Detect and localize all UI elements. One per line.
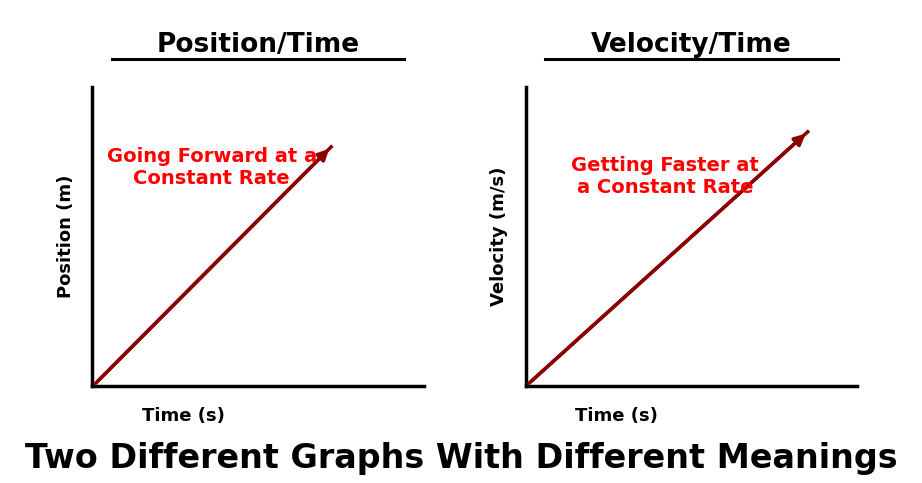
Text: Position (m): Position (m) (56, 175, 75, 298)
Text: Going Forward at a
Constant Rate: Going Forward at a Constant Rate (107, 147, 317, 188)
Text: Two Different Graphs With Different Meanings: Two Different Graphs With Different Mean… (25, 442, 897, 475)
Text: Velocity/Time: Velocity/Time (591, 32, 792, 58)
Text: Time (s): Time (s) (142, 407, 225, 426)
Text: Time (s): Time (s) (575, 407, 658, 426)
Text: Position/Time: Position/Time (157, 32, 360, 58)
Text: Getting Faster at
a Constant Rate: Getting Faster at a Constant Rate (571, 156, 759, 197)
Text: Velocity (m/s): Velocity (m/s) (490, 167, 508, 306)
